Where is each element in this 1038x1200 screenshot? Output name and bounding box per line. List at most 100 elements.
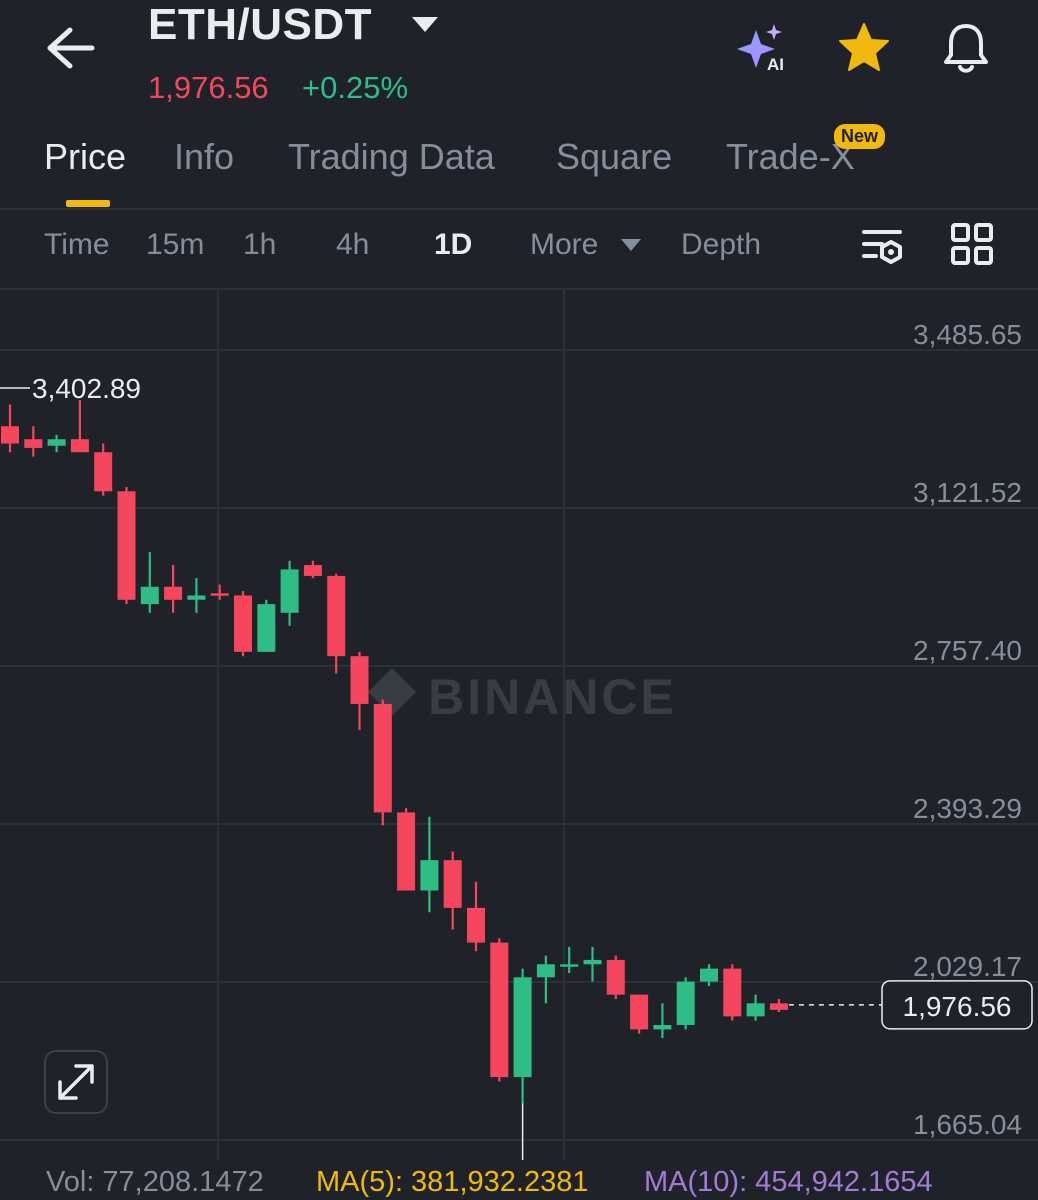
candle — [70, 400, 89, 453]
candle-body — [303, 565, 322, 576]
candle-body — [490, 942, 509, 1078]
candle — [280, 560, 299, 626]
candle — [1, 404, 19, 453]
interval-time[interactable]: Time — [44, 228, 110, 261]
candle-body — [1, 426, 19, 444]
tab-info[interactable]: Info — [174, 136, 235, 177]
interval-1h[interactable]: 1h — [243, 228, 277, 261]
interval-1d[interactable]: 1D — [434, 228, 473, 261]
y-tick-label: 2,393.29 — [913, 793, 1022, 824]
interval-depth[interactable]: Depth — [681, 228, 762, 261]
candle — [327, 573, 346, 674]
candle-body — [350, 656, 369, 704]
candle — [187, 578, 206, 613]
main-tabs: Price Info Trading Data Square Trade-X N… — [0, 124, 1038, 210]
tabs-divider — [0, 208, 1038, 210]
indicator-settings-icon[interactable] — [860, 224, 906, 270]
candle-body — [94, 452, 113, 492]
back-arrow-icon — [47, 27, 95, 69]
back-button[interactable] — [44, 24, 100, 72]
volume-value: Vol: 77,208.1472 — [46, 1166, 264, 1198]
candle-body — [700, 968, 718, 982]
candle-body — [140, 586, 159, 605]
candle — [583, 946, 602, 982]
ma10-value: MA(10): 454,942.1654 — [644, 1166, 933, 1198]
candle — [210, 584, 229, 600]
candle — [24, 426, 43, 457]
candle-body — [630, 994, 649, 1030]
candle — [490, 938, 509, 1082]
candle-body — [47, 439, 66, 446]
caret-down-icon — [412, 17, 438, 32]
current-price-label: 1,976.56 — [903, 991, 1012, 1022]
change-percent: +0.25% — [302, 70, 409, 105]
candle-body — [560, 964, 579, 967]
candle — [630, 994, 649, 1034]
candle-body — [234, 595, 252, 652]
candle-body — [187, 595, 206, 600]
pair-selector[interactable] — [410, 14, 440, 34]
candle-body — [257, 604, 276, 652]
candle-body — [420, 860, 439, 891]
candle-body — [536, 964, 555, 978]
ai-sparkle-icon: AI — [737, 24, 784, 74]
candle — [420, 816, 439, 913]
candle-body — [373, 703, 392, 813]
candle — [397, 808, 416, 891]
more-caret-down-icon — [621, 239, 641, 251]
candle — [467, 881, 485, 952]
y-tick-label: 2,029.17 — [913, 951, 1022, 982]
star-icon — [839, 23, 889, 71]
candle — [350, 651, 369, 730]
grid-layout-icon[interactable] — [950, 222, 994, 266]
svg-text:AI: AI — [767, 55, 784, 74]
candle-body — [24, 439, 43, 448]
candle-body — [327, 575, 346, 657]
interval-divider — [0, 288, 1038, 290]
candle — [257, 599, 276, 652]
candle-body — [513, 977, 532, 1078]
candle — [443, 851, 462, 930]
y-tick-label: 3,121.52 — [913, 477, 1022, 508]
candle — [676, 977, 695, 1030]
candle — [47, 434, 66, 453]
ma5-value: MA(5): 381,932.2381 — [316, 1166, 589, 1198]
candle — [606, 955, 625, 999]
candle — [164, 565, 183, 613]
interval-more[interactable]: More — [530, 228, 599, 261]
candle-body — [769, 1003, 788, 1010]
tab-price[interactable]: Price — [44, 136, 127, 177]
candle — [303, 560, 322, 579]
tab-trading-data[interactable]: Trading Data — [288, 136, 495, 177]
fullscreen-button[interactable] — [44, 1050, 108, 1114]
candle-body — [583, 959, 602, 965]
active-tab-indicator — [66, 200, 110, 207]
alert-button[interactable] — [938, 20, 994, 76]
candle — [769, 998, 788, 1013]
pair-title[interactable]: ETH/USDT — [148, 0, 372, 49]
candlestick-chart[interactable]: BINANCE 3,485.65 3,121.52 2,757.40 2,393.29… — [0, 290, 1038, 1160]
candle — [513, 968, 532, 1104]
candle — [700, 964, 718, 986]
interval-4h[interactable]: 4h — [336, 228, 370, 261]
ai-button[interactable]: AI — [734, 22, 794, 74]
y-tick-label: 1,665.04 — [913, 1109, 1022, 1140]
y-tick-label: 3,485.65 — [913, 319, 1022, 350]
candle-body — [70, 439, 89, 453]
candle-body — [443, 860, 462, 908]
candle — [560, 946, 579, 973]
tab-square[interactable]: Square — [556, 136, 673, 177]
chart-grid — [0, 290, 1038, 1160]
current-price-box — [881, 980, 1033, 1030]
candle-body — [397, 812, 416, 891]
high-price-label: 3,402.89 — [32, 373, 141, 404]
interval-15m[interactable]: 15m — [146, 228, 205, 261]
y-axis-ticks: 3,485.65 3,121.52 2,757.40 2,393.29 2,029.17… — [913, 319, 1022, 1140]
candles — [1, 400, 788, 1104]
candle — [723, 964, 742, 1021]
tab-trade-x[interactable]: Trade-X — [726, 136, 855, 177]
new-badge: New — [834, 124, 886, 149]
candle-body — [280, 569, 299, 613]
candle — [117, 486, 136, 605]
favorite-button[interactable] — [836, 22, 892, 74]
